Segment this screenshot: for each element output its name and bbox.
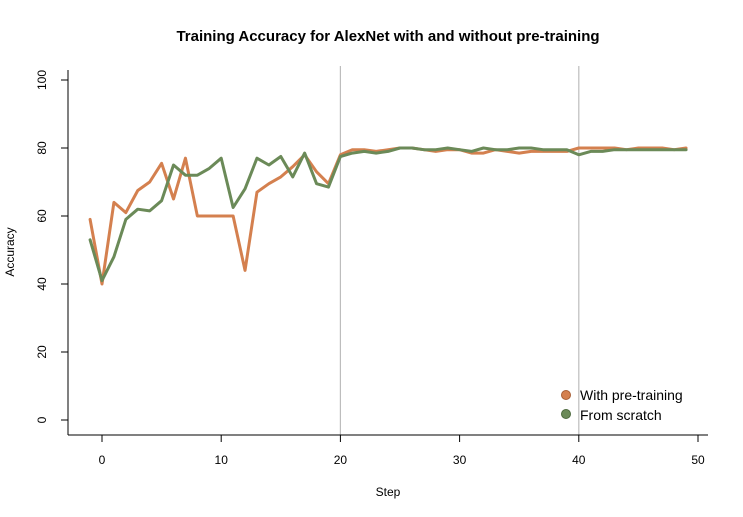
- series-line-with-pre-training: [88, 146, 688, 286]
- y-tick-label: 0: [35, 416, 49, 423]
- y-tick-label: 80: [35, 141, 49, 155]
- y-tick-label: 60: [35, 209, 49, 223]
- x-tick-label: 50: [691, 453, 705, 467]
- y-tick-label: 40: [35, 277, 49, 291]
- y-tick-label: 100: [35, 70, 49, 90]
- y-axis-ticks: 0 20 40 60 80 100: [35, 70, 68, 423]
- legend-label-from-scratch: From scratch: [580, 407, 662, 423]
- series-lines: [88, 146, 688, 286]
- chart-title: Training Accuracy for AlexNet with and w…: [176, 28, 599, 45]
- reference-lines: [339, 66, 580, 435]
- legend-label-with-pre-training: With pre-training: [580, 387, 683, 403]
- x-tick-label: 40: [572, 453, 586, 467]
- legend-marker-with-pre-training: [561, 390, 571, 400]
- y-axis-label: Accuracy: [3, 227, 17, 276]
- x-axis-ticks: 0 10 20 30 40 50: [99, 435, 705, 467]
- x-tick-label: 10: [215, 453, 229, 467]
- legend: With pre-training From scratch: [561, 387, 683, 423]
- x-tick-label: 30: [453, 453, 467, 467]
- x-axis-label: Step: [376, 485, 401, 499]
- x-tick-label: 0: [99, 453, 106, 467]
- x-tick-label: 20: [334, 453, 348, 467]
- y-tick-label: 20: [35, 345, 49, 359]
- series-line-from-scratch: [88, 146, 688, 283]
- legend-marker-from-scratch: [561, 409, 571, 419]
